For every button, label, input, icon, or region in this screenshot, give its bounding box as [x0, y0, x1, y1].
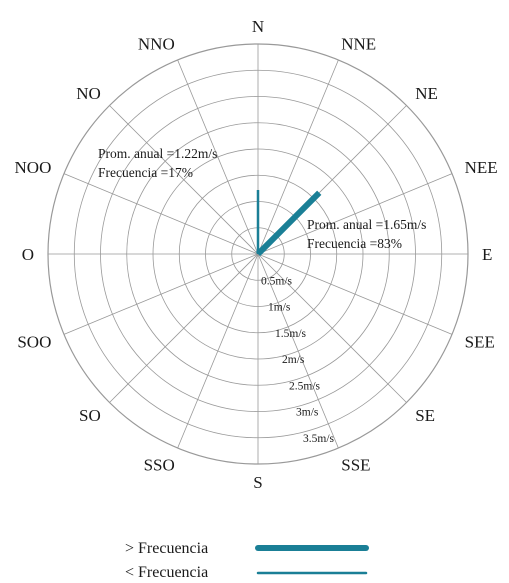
direction-label: SO — [79, 406, 101, 425]
grid-spoke — [257, 253, 407, 403]
polar-grid — [47, 43, 469, 465]
grid-spoke — [177, 59, 259, 255]
grid-spoke — [63, 253, 259, 335]
ring-speed-label: 2.5m/s — [289, 380, 321, 392]
direction-label: NOO — [15, 158, 52, 177]
direction-label: SOO — [17, 332, 51, 351]
note-northeast: Prom. anual =1.65m/s Frecuencia =83% — [307, 217, 426, 251]
note-northeast-line1: Prom. anual =1.65m/s — [307, 217, 426, 232]
legend: > Frecuencia < Frecuencia — [125, 540, 369, 581]
direction-label: NEE — [465, 158, 498, 177]
direction-label: SSE — [341, 456, 370, 475]
note-north-line2: Frecuencia =17% — [98, 165, 193, 180]
note-north-line1: Prom. anual =1.22m/s — [98, 146, 217, 161]
legend-label-high: > Frecuencia — [125, 540, 208, 557]
direction-label: O — [22, 245, 34, 264]
ring-speed-label: 3m/s — [296, 407, 319, 419]
ring-speed-label: 0.5m/s — [261, 275, 293, 287]
legend-label-low: < Frecuencia — [125, 564, 208, 581]
wind-vectors — [255, 189, 322, 257]
direction-label: SSO — [144, 456, 175, 475]
grid-spoke — [109, 105, 259, 255]
grid-spoke — [177, 253, 259, 449]
grid-spoke — [257, 59, 339, 255]
direction-label: NNE — [341, 34, 376, 53]
ring-speed-label: 1m/s — [268, 302, 291, 314]
direction-label: S — [253, 473, 262, 492]
direction-label: SEE — [465, 332, 495, 351]
grid-spoke — [257, 253, 453, 335]
direction-label: NO — [76, 84, 101, 103]
grid-spoke — [257, 253, 339, 449]
ring-speed-label: 3.5m/s — [303, 433, 335, 445]
direction-labels: N NNE NE NEE E SEE SE SSE S SSO SO SOO O NOO NO NNO — [15, 17, 498, 492]
note-northeast-line2: Frecuencia =83% — [307, 236, 402, 251]
direction-label: SE — [415, 406, 435, 425]
speed-ring-labels: 0.5m/s 1m/s 1.5m/s 2m/s 2.5m/s 3m/s 3.5m/s — [261, 275, 335, 445]
direction-label: E — [482, 245, 492, 264]
direction-label: NNO — [138, 34, 175, 53]
wind-vector-ne — [255, 190, 322, 257]
grid-spoke — [257, 173, 453, 255]
grid-spoke — [109, 253, 259, 403]
ring-speed-label: 1.5m/s — [275, 328, 307, 340]
grid-spoke — [63, 173, 259, 255]
direction-label: N — [252, 17, 264, 36]
note-north: Prom. anual =1.22m/s Frecuencia =17% — [98, 146, 217, 180]
ring-speed-label: 2m/s — [282, 354, 305, 366]
direction-label: NE — [415, 84, 438, 103]
